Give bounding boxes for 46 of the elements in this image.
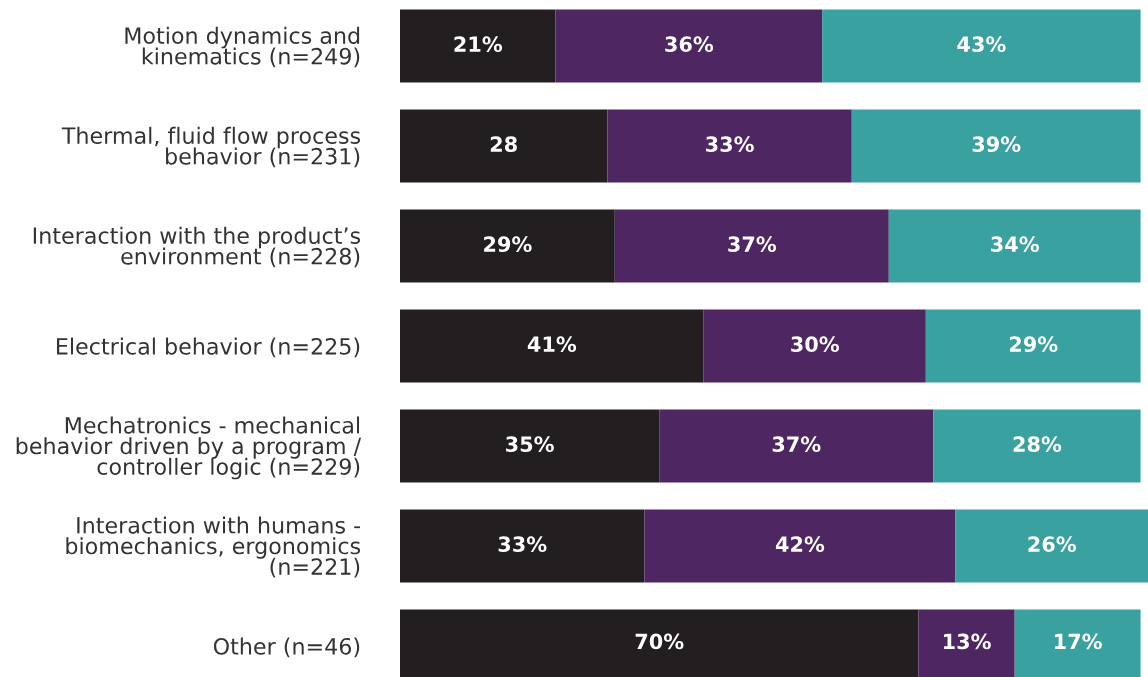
- y-tick-label: Other (n=46): [213, 637, 360, 658]
- data-label: 17%: [1055, 633, 1102, 650]
- bar: [607, 109, 852, 183]
- data-label: 21%: [454, 36, 503, 53]
- bar: [925, 309, 1141, 383]
- data-label: 35%: [506, 436, 554, 453]
- data-label: 43%: [957, 36, 1006, 53]
- bar: [851, 109, 1141, 183]
- data-label: 28: [490, 136, 517, 153]
- bar: [400, 209, 615, 283]
- bar: [644, 509, 956, 583]
- data-label: 13%: [943, 633, 991, 650]
- y-tick-label: Interaction with the product’s environment (n=228): [33, 226, 361, 268]
- bar: [703, 309, 926, 383]
- bar: [888, 209, 1141, 283]
- data-label: 33%: [498, 536, 547, 553]
- bar: [400, 409, 660, 483]
- bar: [400, 509, 645, 583]
- data-label: 29%: [1009, 336, 1058, 353]
- bar: [400, 109, 608, 183]
- data-label: 28%: [1013, 436, 1062, 453]
- bar: [955, 509, 1148, 583]
- y-tick-label: Electrical behavior (n=225): [57, 337, 360, 358]
- bar: [933, 409, 1141, 483]
- y-tick-label: Mechatronics - mechanical behavior driven by a program / controller logic (n=229): [16, 416, 362, 480]
- bar: [659, 409, 934, 483]
- data-label: 36%: [665, 36, 714, 53]
- data-label: 37%: [772, 436, 821, 453]
- data-label: 34%: [991, 236, 1039, 253]
- bar: [555, 9, 823, 83]
- bar: [614, 209, 889, 283]
- data-label: 26%: [1028, 536, 1076, 553]
- data-label: 42%: [775, 536, 825, 553]
- data-label: 29%: [484, 236, 532, 253]
- data-label: 41%: [527, 336, 577, 353]
- data-label: 33%: [706, 136, 754, 153]
- data-label: 39%: [972, 136, 1021, 153]
- y-tick-label: Interaction with humans - biomechanics, ergonomics (n=221): [66, 516, 361, 578]
- y-tick-label: Motion dynamics and kinematics (n=249): [125, 26, 360, 68]
- data-label: 30%: [791, 336, 839, 353]
- bar: [400, 9, 556, 83]
- data-label: 70%: [635, 633, 684, 650]
- data-label: 37%: [728, 236, 777, 253]
- y-tick-label: Thermal, fluid flow process behavior (n=231): [61, 126, 361, 168]
- bar: [400, 309, 704, 383]
- bar: [822, 9, 1141, 83]
